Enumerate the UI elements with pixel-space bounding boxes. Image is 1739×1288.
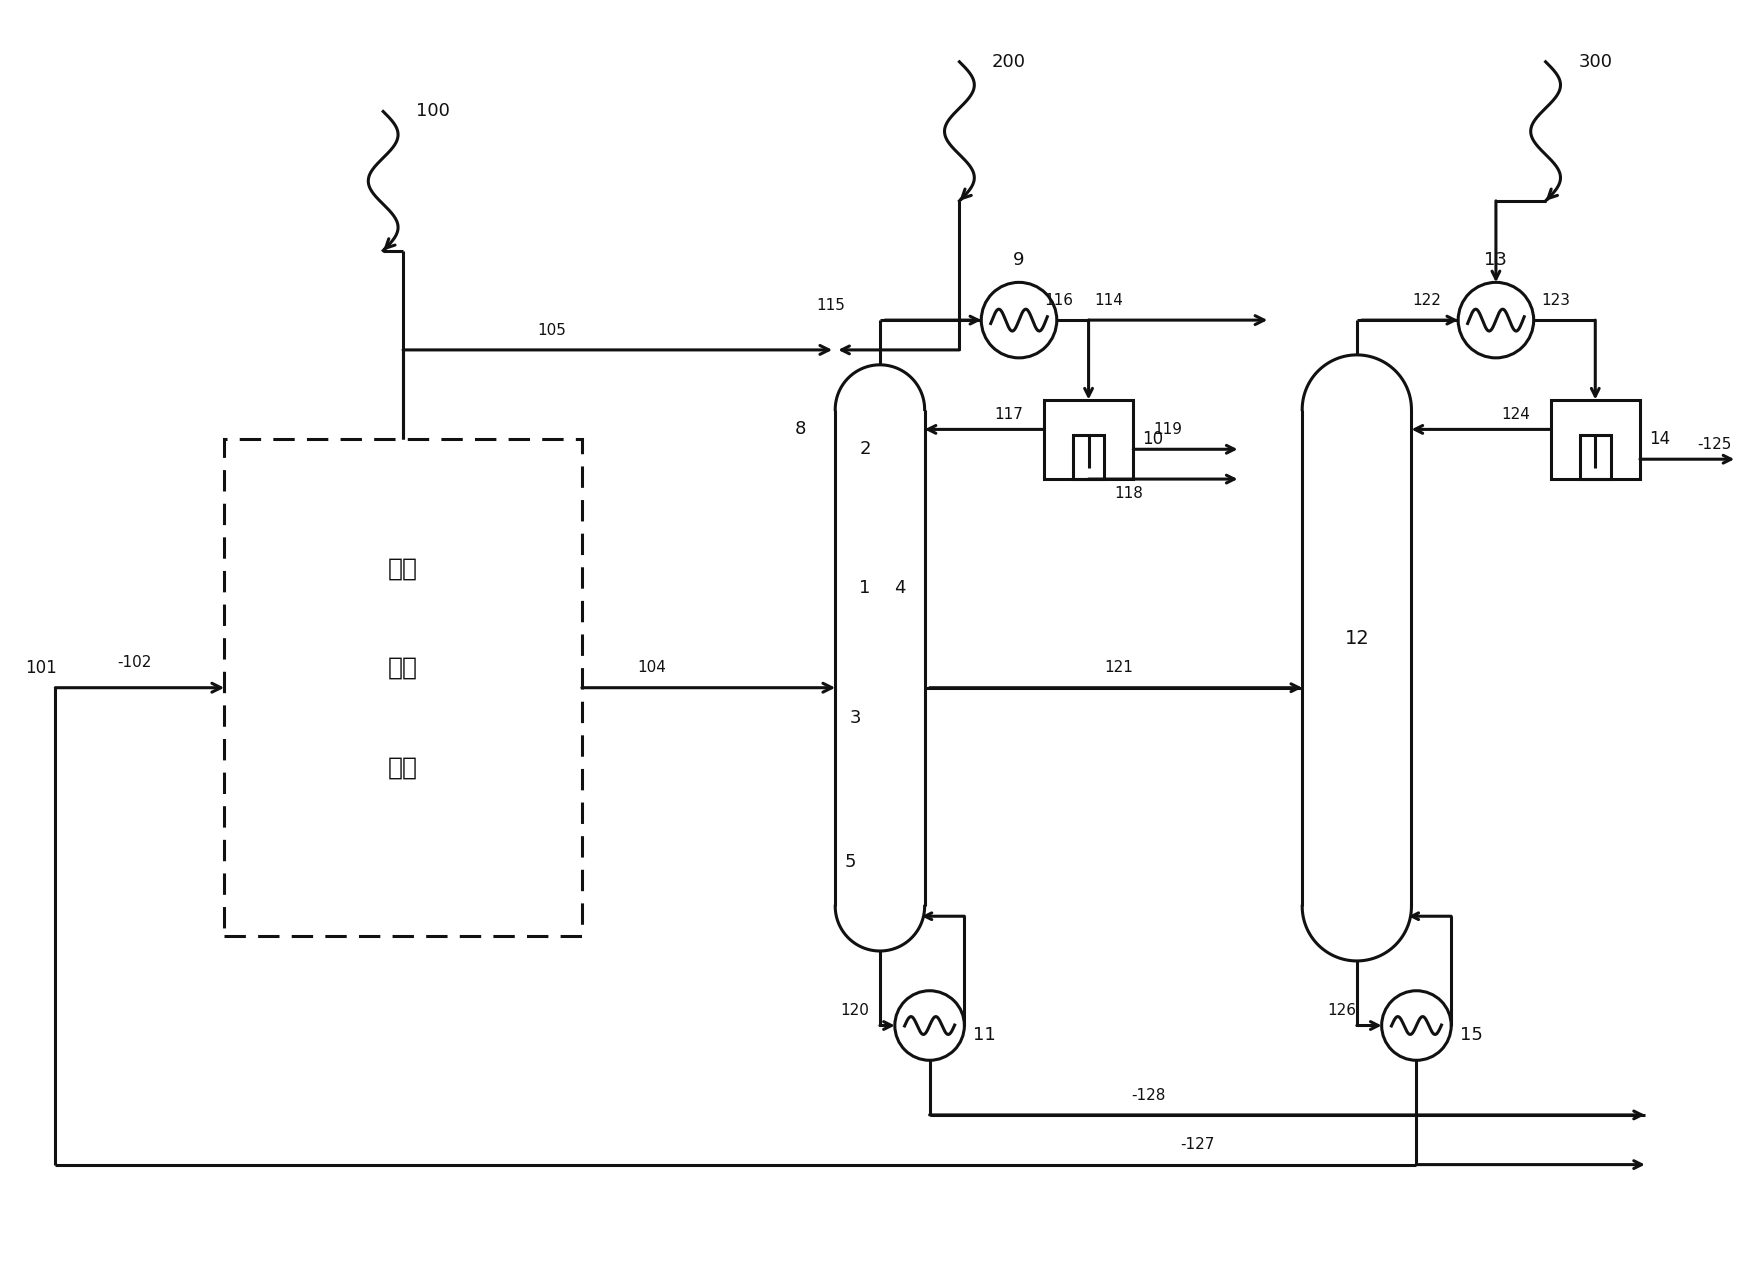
Text: 120: 120: [840, 1003, 870, 1018]
Text: 200: 200: [991, 53, 1026, 71]
Text: 114: 114: [1094, 292, 1122, 308]
Text: 脱氢: 脱氢: [388, 556, 417, 581]
Text: -102: -102: [118, 656, 151, 670]
Text: 9: 9: [1012, 251, 1024, 269]
Text: -127: -127: [1181, 1137, 1214, 1153]
Bar: [1043, 399, 1132, 479]
Text: 单元: 单元: [388, 755, 417, 779]
Text: 117: 117: [995, 407, 1023, 422]
Bar: [1549, 399, 1640, 479]
Text: 118: 118: [1113, 487, 1143, 501]
Text: 反应: 反应: [388, 656, 417, 680]
Text: 3: 3: [849, 708, 861, 726]
Text: 100: 100: [416, 103, 449, 121]
Text: 13: 13: [1483, 251, 1506, 269]
Text: 105: 105: [537, 322, 567, 337]
Bar: [224, 439, 581, 936]
Text: 119: 119: [1153, 422, 1183, 437]
Text: 124: 124: [1501, 407, 1529, 422]
Text: 115: 115: [816, 298, 843, 313]
Text: 8: 8: [795, 420, 805, 438]
Text: 15: 15: [1459, 1027, 1482, 1045]
Text: 5: 5: [843, 853, 856, 871]
Text: -128: -128: [1130, 1087, 1165, 1103]
Bar: [1579, 435, 1610, 479]
Text: 2: 2: [859, 440, 870, 459]
Text: 101: 101: [26, 659, 57, 677]
Text: 10: 10: [1143, 430, 1163, 448]
Text: 126: 126: [1327, 1003, 1356, 1018]
Text: 14: 14: [1649, 430, 1669, 448]
Text: -125: -125: [1696, 437, 1730, 452]
Text: 122: 122: [1410, 292, 1440, 308]
Text: 123: 123: [1541, 292, 1569, 308]
Text: 4: 4: [894, 580, 904, 598]
Text: 1: 1: [859, 580, 870, 598]
Text: 116: 116: [1043, 292, 1073, 308]
Bar: [1073, 435, 1104, 479]
Text: 11: 11: [972, 1027, 995, 1045]
Text: 300: 300: [1577, 53, 1612, 71]
Text: 121: 121: [1103, 661, 1132, 675]
Text: 12: 12: [1344, 629, 1369, 648]
Text: 104: 104: [636, 661, 666, 675]
